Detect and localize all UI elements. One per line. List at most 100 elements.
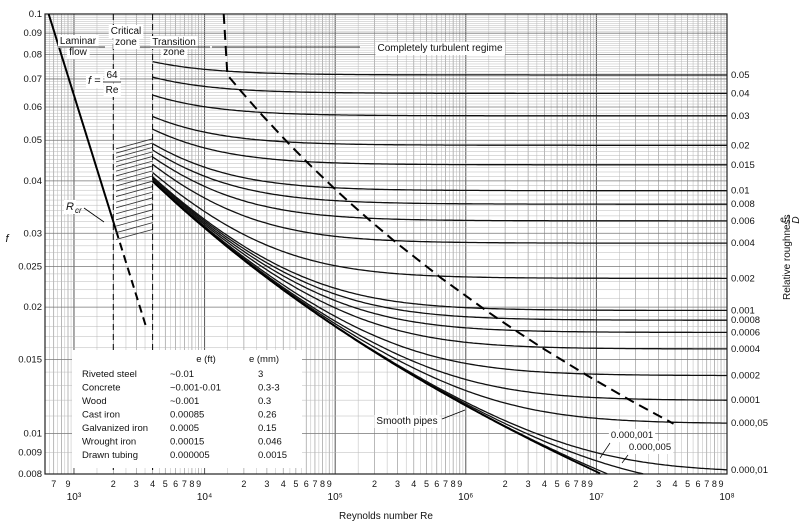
materials-table-name: Wood <box>82 396 107 407</box>
roughness-label-0015: 0.015 <box>731 160 755 171</box>
rcr-label: R <box>66 201 74 213</box>
right-axis-fraction-num: e <box>778 217 789 223</box>
y-tick-label: 0.08 <box>24 50 43 61</box>
roughness-label-0008: 0.008 <box>731 199 755 210</box>
right-axis-title-text: Relative roughness <box>782 214 793 300</box>
materials-table-header-mm: e (mm) <box>249 354 279 365</box>
critical-zone-hatch <box>115 142 153 154</box>
zone-label-transition-2-bg <box>161 46 188 59</box>
x-tick-label: 3 <box>264 479 269 489</box>
y-tick-label: 0.04 <box>24 176 43 187</box>
x-tick-label: 8 <box>712 479 717 489</box>
roughness-label-0002: 0.002 <box>731 273 755 284</box>
critical-zone-hatch <box>115 160 153 172</box>
materials-table-background <box>72 350 302 468</box>
roughness-curve-0006 <box>152 156 727 222</box>
right-axis-fraction-den: D <box>791 216 800 223</box>
zone-label-turbulent: Completely turbulent regime <box>377 43 502 54</box>
x-tick-label: 6 <box>565 479 570 489</box>
x-tick-label: 2 <box>503 479 508 489</box>
roughness-label-0006: 0.006 <box>731 216 755 227</box>
zone-label-critical-2: zone <box>115 37 137 48</box>
roughness-curve-003 <box>152 94 727 117</box>
roughness-label-005: 0.05 <box>731 70 750 81</box>
y-tick-label: 0.015 <box>18 355 42 366</box>
roughness-label-00001: 0.0001 <box>731 395 760 406</box>
x-tick-label: 6 <box>304 479 309 489</box>
smooth-pipes-label-bg <box>374 415 440 428</box>
critical-zone-hatch <box>115 209 153 221</box>
x-tick-label: 7 <box>704 479 709 489</box>
x-tick-label: 2 <box>241 479 246 489</box>
roughness-label-00008: 0.0008 <box>731 315 760 326</box>
x-tick-label: 8 <box>320 479 325 489</box>
roughness-inline-label-000001: 0.000,001 <box>611 430 653 441</box>
x-tick-label: 5 <box>555 479 560 489</box>
critical-zone-hatch <box>115 156 153 167</box>
zone-label-laminar: Laminar <box>60 36 97 47</box>
laminar-equation-denominator: Re <box>106 85 119 96</box>
plot-frame <box>44 13 728 475</box>
materials-table-name: Riveted steel <box>82 369 137 380</box>
roughness-curve-00008 <box>152 177 727 321</box>
materials-table-mm: 0.3-3 <box>258 383 280 394</box>
roughness-curve-002 <box>152 115 727 146</box>
zone-label-critical-2-bg <box>113 36 140 49</box>
x-tick-label: 8 <box>189 479 194 489</box>
x-tick-label-major: 10⁸ <box>719 492 734 503</box>
x-tick-label: 2 <box>633 479 638 489</box>
x-tick-label: 5 <box>163 479 168 489</box>
critical-zone-hatch <box>115 191 153 203</box>
roughness-curve-0004 <box>152 163 727 244</box>
materials-table-name: Wrought iron <box>82 437 136 448</box>
laminar-equation-denominator-bg <box>103 84 121 97</box>
roughness-inline-pointer <box>599 442 611 459</box>
y-tick-label: 0.05 <box>24 135 43 146</box>
y-tick-label: 0.07 <box>24 74 43 85</box>
roughness-label-00002: 0.0002 <box>731 370 760 381</box>
x-tick-label: 4 <box>673 479 678 489</box>
critical-zone-hatch <box>115 215 153 227</box>
x-tick-label: 5 <box>424 479 429 489</box>
critical-zone-hatch <box>115 197 153 209</box>
rcr-subscript: cr <box>75 206 82 215</box>
y-tick-label: 0.02 <box>24 302 43 313</box>
roughness-label-004: 0.04 <box>731 88 750 99</box>
materials-table-name: Galvanized iron <box>82 423 148 434</box>
critical-zone-hatch <box>115 186 153 197</box>
x-tick-label-major: 10⁶ <box>458 492 473 503</box>
x-tick-label: 6 <box>434 479 439 489</box>
smooth-pipes-label: Smooth pipes <box>376 416 437 427</box>
materials-table-mm: 0.3 <box>258 396 271 407</box>
roughness-label-00004: 0.0004 <box>731 344 760 355</box>
x-tick-label: 3 <box>656 479 661 489</box>
materials-table-ft: 0.0005 <box>170 423 199 434</box>
y-tick-label: 0.09 <box>24 28 43 39</box>
materials-table-mm: 0.0015 <box>258 450 287 461</box>
materials-table-name: Concrete <box>82 383 121 394</box>
x-tick-label-major: 10⁷ <box>589 492 604 503</box>
zone-label-laminar-bg <box>57 35 99 48</box>
smooth-pipes-pointer <box>441 409 466 420</box>
roughness-label-001: 0.01 <box>731 186 750 197</box>
laminar-extension-dashed <box>115 230 148 329</box>
x-tick-label: 4 <box>411 479 416 489</box>
x-tick-label: 4 <box>281 479 286 489</box>
roughness-label-00006: 0.0006 <box>731 327 760 338</box>
zone-label-transition: Transition <box>152 37 196 48</box>
laminar-equation-lhs-bg <box>86 74 104 88</box>
x-tick-label: 5 <box>685 479 690 489</box>
y-tick-label: 0.01 <box>24 428 43 439</box>
materials-table-ft: 0.000005 <box>170 450 210 461</box>
x-tick-label: 5 <box>293 479 298 489</box>
roughness-label-000001: 0.000,01 <box>731 465 768 476</box>
roughness-inline-pointer <box>621 454 629 464</box>
materials-table-ft: 0.00015 <box>170 437 204 448</box>
x-tick-label: 7 <box>443 479 448 489</box>
laminar-line <box>47 13 118 231</box>
x-tick-label: 9 <box>65 479 70 489</box>
x-tick-label: 9 <box>196 479 201 489</box>
x-tick-label: 6 <box>696 479 701 489</box>
axes: 0.10.090.080.070.060.050.040.030.0250.02… <box>5 9 800 522</box>
materials-table-name: Cast iron <box>82 410 120 421</box>
